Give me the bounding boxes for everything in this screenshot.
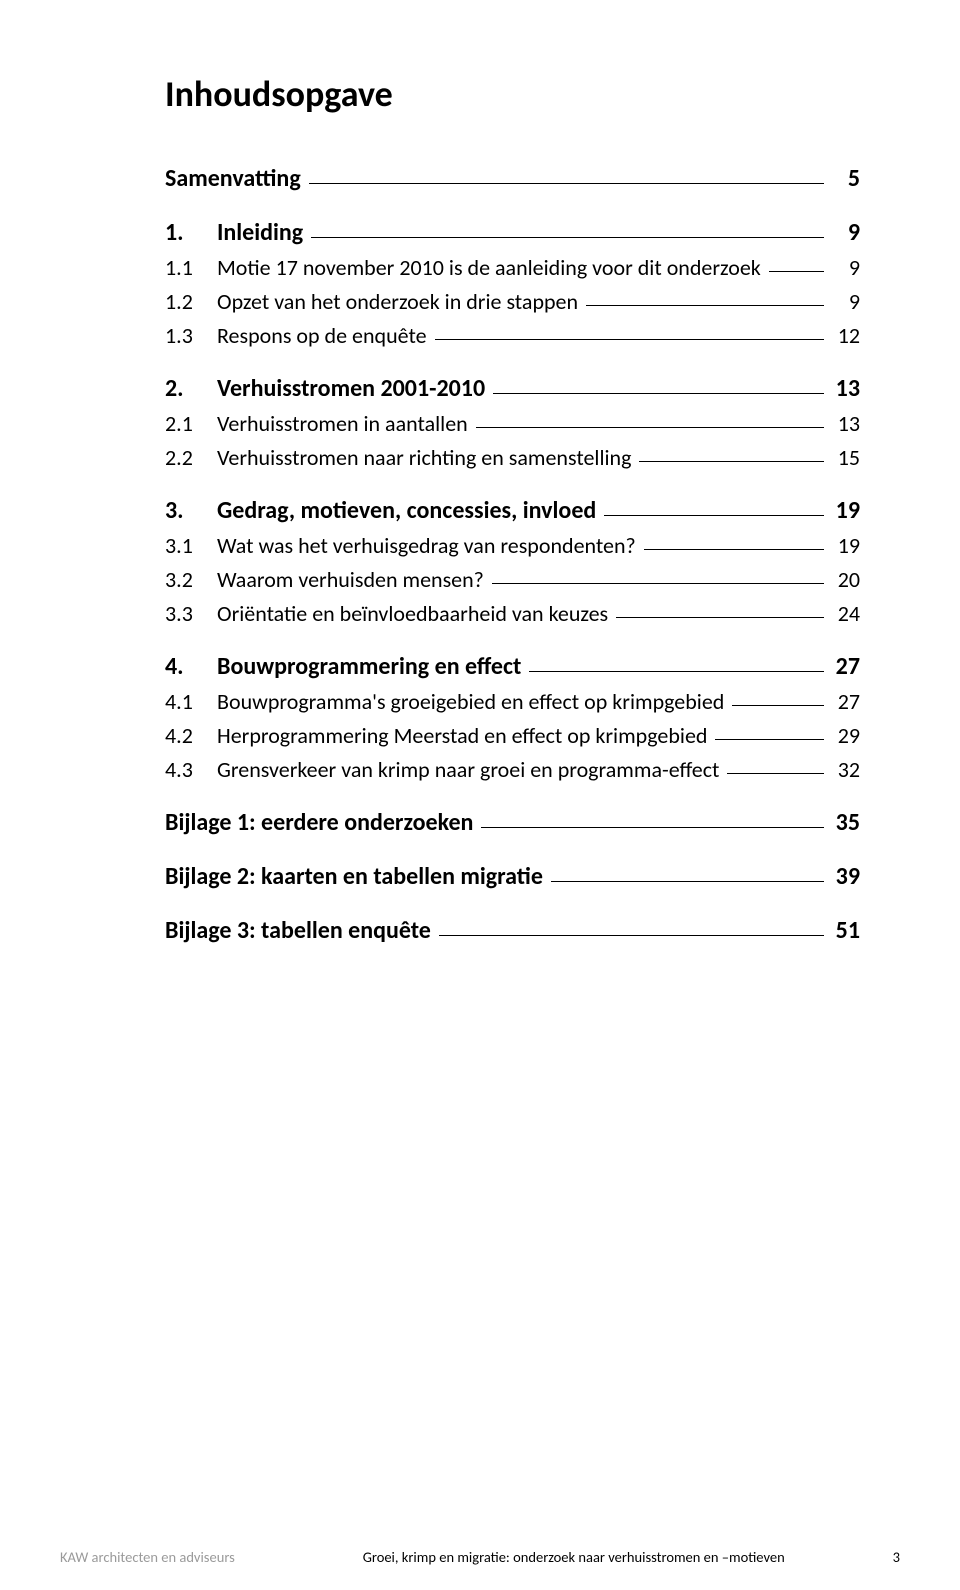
toc-entry-label: Verhuisstromen 2001-2010 — [217, 374, 485, 403]
toc-section-row: 2.Verhuisstromen 2001-2010 13 — [165, 374, 860, 403]
toc-section-row: 1.Inleiding 9 — [165, 218, 860, 247]
toc-sub-row: 4.2Herprogrammering Meerstad en effect o… — [165, 722, 860, 749]
toc-entry-label: Bouwprogrammering en effect — [217, 652, 521, 681]
toc-leader-line — [732, 705, 824, 706]
toc-entry-page: 13 — [830, 374, 860, 403]
toc-entry-page: 12 — [830, 322, 860, 349]
toc-leader-line — [309, 183, 824, 184]
toc-entry-page: 27 — [830, 688, 860, 715]
toc-entry-page: 15 — [830, 444, 860, 471]
toc-leader-line — [435, 339, 824, 340]
toc-leader-line — [439, 935, 824, 936]
toc-entry-page: 9 — [830, 218, 860, 247]
toc-entry-page: 19 — [830, 496, 860, 525]
toc-entry-label: Respons op de enquête — [217, 322, 427, 349]
toc-entry-label: Herprogrammering Meerstad en effect op k… — [217, 722, 707, 749]
toc-leader-line — [769, 271, 824, 272]
toc-entry-page: 5 — [830, 164, 860, 193]
toc-section-row: Bijlage 2: kaarten en tabellen migratie 3… — [165, 862, 860, 891]
toc-entry-label: Verhuisstromen in aantallen — [217, 410, 468, 437]
toc-entry-number: 1.1 — [165, 254, 217, 281]
toc-entry-number: 1.2 — [165, 288, 217, 315]
toc-leader-line — [476, 427, 824, 428]
toc-sub-row: 4.1Bouwprogramma's groeigebied en effect… — [165, 688, 860, 715]
toc-sub-row: 1.1Motie 17 november 2010 is de aanleidi… — [165, 254, 860, 281]
toc-entry-page: 19 — [830, 532, 860, 559]
toc-entry-page: 27 — [830, 652, 860, 681]
toc-leader-line — [727, 773, 824, 774]
toc-entry-label: Bijlage 1: eerdere onderzoeken — [165, 808, 473, 837]
toc-sub-row: 3.1Wat was het verhuisgedrag van respond… — [165, 532, 860, 559]
toc-entry-number: 3.3 — [165, 600, 217, 627]
toc-section-row: Samenvatting 5 — [165, 164, 860, 193]
toc-entry-label: Gedrag, motieven, concessies, invloed — [217, 496, 596, 525]
footer-page-number: 3 — [873, 1548, 900, 1566]
toc-entry-number: 1.3 — [165, 322, 217, 349]
toc-sub-row: 1.3Respons op de enquête 12 — [165, 322, 860, 349]
toc-sub-row: 3.2Waarom verhuisden mensen? 20 — [165, 566, 860, 593]
toc-entry-page: 35 — [830, 808, 860, 837]
toc-entry-label: Opzet van het onderzoek in drie stappen — [217, 288, 578, 315]
toc-entry-page: 39 — [830, 862, 860, 891]
toc-section-row: 4.Bouwprogrammering en effect 27 — [165, 652, 860, 681]
toc-entry-label: Verhuisstromen naar richting en samenste… — [217, 444, 631, 471]
toc-leader-line — [493, 393, 824, 394]
toc-entry-page: 9 — [830, 288, 860, 315]
toc-entry-label: Bijlage 3: tabellen enquête — [165, 916, 431, 945]
toc-entry-page: 20 — [830, 566, 860, 593]
toc-entry-number: 4.1 — [165, 688, 217, 715]
toc-entry-page: 32 — [830, 756, 860, 783]
table-of-contents: Samenvatting51.Inleiding91.1Motie 17 nov… — [165, 164, 860, 945]
toc-entry-number: 4.2 — [165, 722, 217, 749]
toc-entry-number: 3.2 — [165, 566, 217, 593]
toc-entry-label: Wat was het verhuisgedrag van respondent… — [217, 532, 636, 559]
toc-entry-label: Grensverkeer van krimp naar groei en pro… — [217, 756, 719, 783]
toc-entry-number: 2. — [165, 374, 217, 403]
toc-sub-row: 1.2Opzet van het onderzoek in drie stapp… — [165, 288, 860, 315]
toc-section-row: Bijlage 3: tabellen enquête 51 — [165, 916, 860, 945]
toc-entry-label: Bouwprogramma's groeigebied en effect op… — [217, 688, 724, 715]
toc-section-row: Bijlage 1: eerdere onderzoeken 35 — [165, 808, 860, 837]
toc-sub-row: 4.3Grensverkeer van krimp naar groei en … — [165, 756, 860, 783]
toc-entry-label: Samenvatting — [165, 164, 301, 193]
footer-center: Groei, krimp en migratie: onderzoek naar… — [235, 1548, 873, 1566]
toc-leader-line — [586, 305, 824, 306]
toc-entry-number: 4. — [165, 652, 217, 681]
toc-entry-page: 51 — [830, 916, 860, 945]
toc-leader-line — [616, 617, 824, 618]
document-page: Inhoudsopgave Samenvatting51.Inleiding91… — [0, 0, 960, 1590]
toc-entry-label: Motie 17 november 2010 is de aanleiding … — [217, 254, 761, 281]
page-footer: KAW architecten en adviseurs Groei, krim… — [0, 1548, 960, 1566]
toc-entry-number: 2.2 — [165, 444, 217, 471]
toc-leader-line — [604, 515, 824, 516]
toc-entry-page: 29 — [830, 722, 860, 749]
toc-sub-row: 2.2Verhuisstromen naar richting en samen… — [165, 444, 860, 471]
toc-leader-line — [639, 461, 824, 462]
toc-entry-label: Bijlage 2: kaarten en tabellen migratie — [165, 862, 543, 891]
toc-leader-line — [311, 237, 824, 238]
toc-leader-line — [529, 671, 824, 672]
toc-entry-page: 24 — [830, 600, 860, 627]
toc-entry-number: 3. — [165, 496, 217, 525]
page-title: Inhoudsopgave — [165, 72, 860, 116]
toc-leader-line — [492, 583, 824, 584]
toc-entry-page: 9 — [830, 254, 860, 281]
toc-entry-number: 2.1 — [165, 410, 217, 437]
toc-entry-label: Oriëntatie en beïnvloedbaarheid van keuz… — [217, 600, 608, 627]
toc-entry-label: Inleiding — [217, 218, 303, 247]
toc-entry-number: 3.1 — [165, 532, 217, 559]
toc-sub-row: 3.3Oriëntatie en beïnvloedbaarheid van k… — [165, 600, 860, 627]
toc-entry-page: 13 — [830, 410, 860, 437]
toc-section-row: 3.Gedrag, motieven, concessies, invloed 1… — [165, 496, 860, 525]
toc-leader-line — [551, 881, 824, 882]
footer-left: KAW architecten en adviseurs — [60, 1548, 235, 1566]
toc-sub-row: 2.1Verhuisstromen in aantallen 13 — [165, 410, 860, 437]
toc-entry-number: 4.3 — [165, 756, 217, 783]
toc-leader-line — [715, 739, 824, 740]
toc-leader-line — [644, 549, 824, 550]
toc-leader-line — [481, 827, 824, 828]
toc-entry-label: Waarom verhuisden mensen? — [217, 566, 484, 593]
toc-entry-number: 1. — [165, 218, 217, 247]
